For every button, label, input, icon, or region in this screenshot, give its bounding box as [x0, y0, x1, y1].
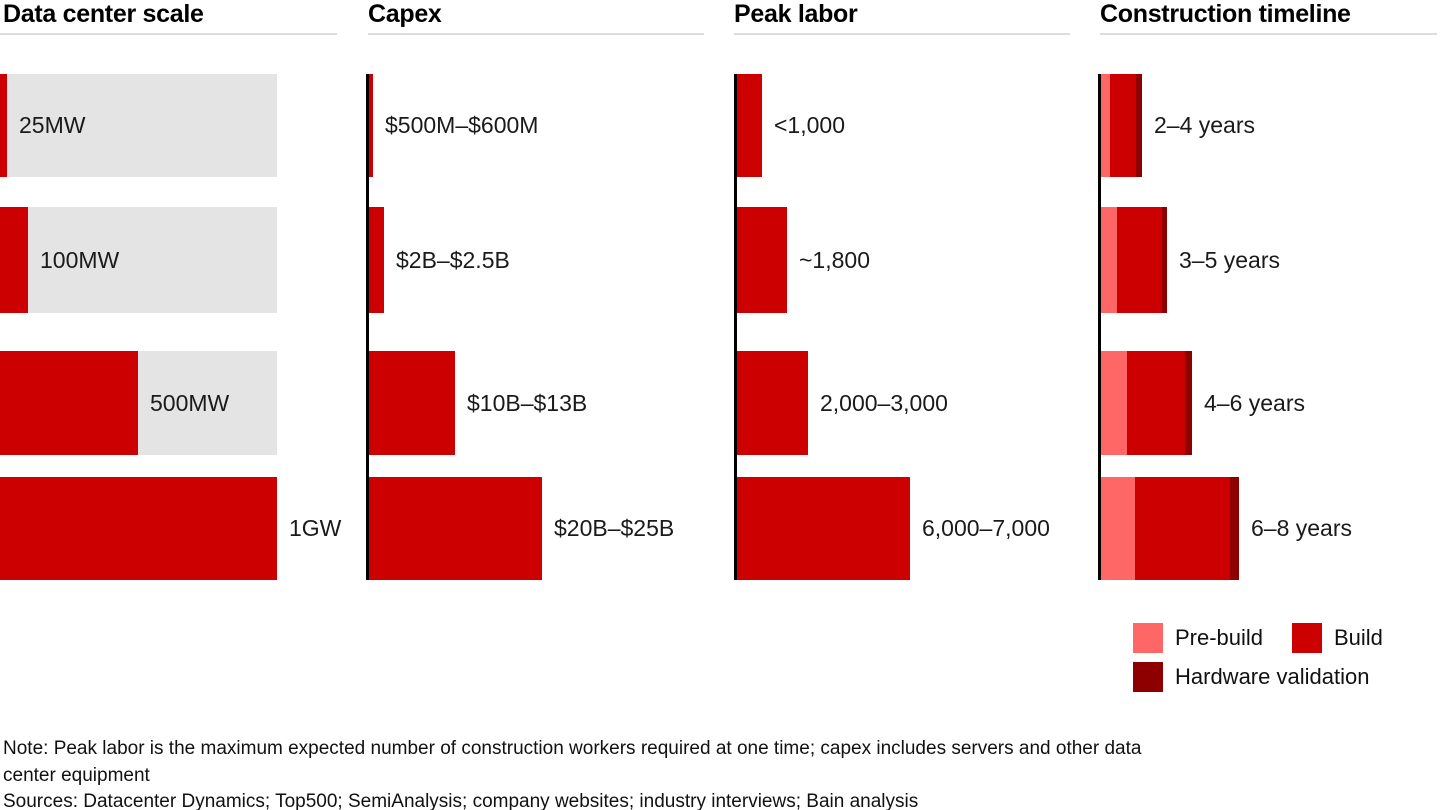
- header-rule: [0, 33, 337, 35]
- legend-swatch-build: [1292, 623, 1322, 653]
- legend-item-prebuild: Pre-build: [1133, 623, 1263, 653]
- bar-fill-build: [0, 351, 138, 455]
- note-text: Note: Peak labor is the maximum expected…: [3, 738, 1142, 786]
- bar-fill-build: [369, 207, 384, 313]
- legend-item-build: Build: [1292, 623, 1383, 653]
- bar-value-label: 500MW: [150, 390, 230, 416]
- panel-title-labor: Peak labor: [734, 0, 858, 28]
- bar-fill-build: [737, 351, 808, 455]
- bar-value-label: 100MW: [40, 247, 120, 273]
- legend-label-build: Build: [1334, 625, 1383, 650]
- legend-label-prebuild: Pre-build: [1175, 625, 1264, 650]
- bar-value-label: 2,000–3,000: [820, 390, 948, 416]
- bar-fill-build: [0, 477, 277, 580]
- bar-fill-build: [0, 207, 28, 313]
- segment-prebuild: [1101, 351, 1127, 455]
- bar-value-label: $2B–$2.5B: [396, 247, 510, 273]
- bar-value-label: $20B–$25B: [554, 515, 675, 541]
- panel-title-capex: Capex: [368, 0, 442, 28]
- bar-value-label: <1,000: [774, 112, 845, 138]
- header-rule: [368, 33, 704, 35]
- bar-fill-build: [737, 477, 910, 580]
- y-axis-line-timeline: [1098, 74, 1101, 580]
- bar-value-label: 3–5 years: [1179, 247, 1281, 273]
- bar-track: [0, 207, 277, 313]
- legend-label-hardware-validation: Hardware validation: [1175, 664, 1370, 689]
- bar-fill-build: [369, 74, 373, 177]
- segment-build: [1135, 477, 1230, 580]
- bar-value-label: 1GW: [289, 515, 342, 541]
- bar-value-label: 2–4 years: [1154, 112, 1256, 138]
- sources-text: Sources: Datacenter Dynamics; Top500; Se…: [3, 791, 919, 810]
- bar-value-label: 6–8 years: [1251, 515, 1353, 541]
- y-axis-line-labor: [734, 74, 737, 580]
- segment-hardware-validation: [1230, 477, 1239, 580]
- bar-value-label: 25MW: [19, 112, 86, 138]
- bar-value-label: $500M–$600M: [385, 112, 539, 138]
- bar-value-label: ~1,800: [799, 247, 870, 273]
- bar-value-label: 6,000–7,000: [922, 515, 1050, 541]
- legend-swatch-hardware-validation: [1133, 662, 1163, 692]
- segment-build: [1117, 207, 1162, 313]
- footnote: Note: Peak labor is the maximum expected…: [3, 736, 1141, 810]
- bar-fill-build: [0, 74, 7, 177]
- segment-hardware-validation: [1162, 207, 1167, 313]
- legend-item-hardware-validation: Hardware validation: [1133, 662, 1369, 692]
- bar-fill-build: [737, 207, 787, 313]
- bar-fill-build: [369, 477, 542, 580]
- segment-prebuild: [1101, 74, 1110, 177]
- panel-title-timeline: Construction timeline: [1100, 0, 1351, 28]
- bar-fill-build: [737, 74, 762, 177]
- segment-hardware-validation: [1136, 74, 1142, 177]
- panel-title-scale: Data center scale: [3, 0, 204, 28]
- segment-prebuild: [1101, 477, 1135, 580]
- segment-build: [1110, 74, 1136, 177]
- header-rule: [1100, 33, 1437, 35]
- segment-prebuild: [1101, 207, 1117, 313]
- segment-build: [1127, 351, 1185, 455]
- bar-fill-build: [369, 351, 455, 455]
- y-axis-line-capex: [366, 74, 369, 580]
- bar-value-label: 4–6 years: [1204, 390, 1306, 416]
- segment-hardware-validation: [1185, 351, 1192, 455]
- header-rule: [734, 33, 1070, 35]
- bar-value-label: $10B–$13B: [467, 390, 588, 416]
- bar-track: [0, 74, 277, 177]
- legend-swatch-prebuild: [1133, 623, 1163, 653]
